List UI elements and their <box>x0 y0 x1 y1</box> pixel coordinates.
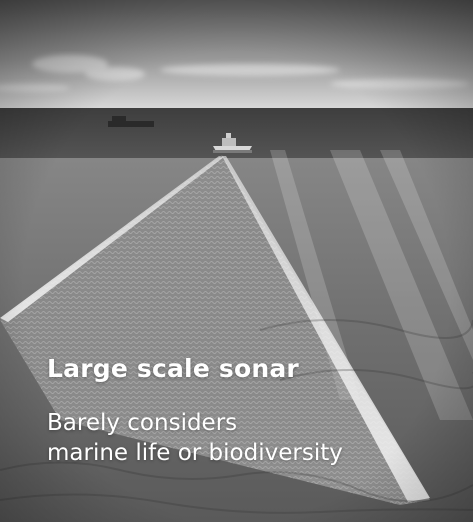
caption-line: Barely considers <box>47 410 238 436</box>
caption: Large scale sonar Barely considers marin… <box>47 352 457 468</box>
caption-body: Barely considers marine life or biodiver… <box>47 408 457 468</box>
caption-line: marine life or biodiversity <box>47 440 343 466</box>
caption-title: Large scale sonar <box>47 354 299 383</box>
